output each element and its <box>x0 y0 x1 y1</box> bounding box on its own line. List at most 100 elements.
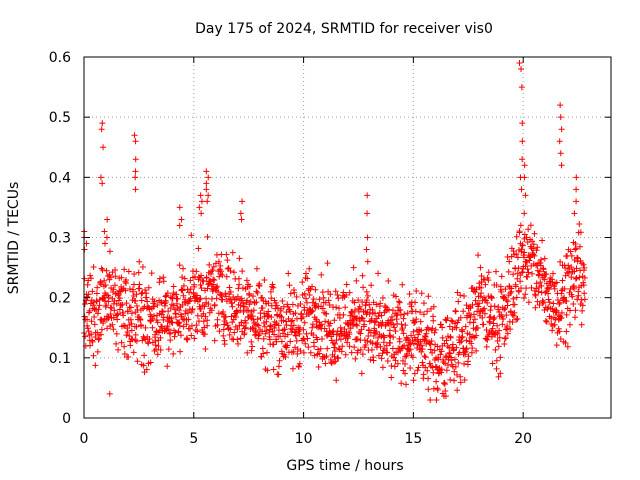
data-point <box>269 328 276 335</box>
data-point <box>370 332 377 339</box>
data-point <box>104 325 111 332</box>
data-point <box>126 286 133 293</box>
data-point <box>353 321 360 328</box>
data-point <box>465 310 472 317</box>
data-point <box>463 302 470 309</box>
data-point <box>218 268 225 275</box>
data-point <box>373 328 380 335</box>
data-point <box>521 249 528 256</box>
data-point <box>532 292 539 299</box>
data-point <box>142 324 149 331</box>
data-point <box>93 298 100 305</box>
data-point <box>522 192 529 199</box>
data-point <box>354 347 361 354</box>
y-tick-label: 0.4 <box>49 170 71 186</box>
data-point <box>431 329 438 336</box>
data-point <box>343 292 350 299</box>
data-point <box>501 341 508 348</box>
data-point <box>123 300 130 307</box>
data-point <box>275 371 282 378</box>
data-point <box>479 314 486 321</box>
data-point <box>342 304 349 311</box>
data-point <box>349 308 356 315</box>
data-point <box>272 299 279 306</box>
data-point <box>430 369 437 376</box>
data-point <box>84 293 91 300</box>
data-point <box>523 234 530 241</box>
data-point <box>557 102 564 109</box>
data-point <box>197 305 204 312</box>
data-point <box>331 317 338 324</box>
data-point <box>99 180 106 187</box>
data-point <box>333 377 340 384</box>
data-point <box>309 324 316 331</box>
data-point <box>412 318 419 325</box>
data-point <box>239 285 246 292</box>
data-point <box>545 290 552 297</box>
data-point <box>524 266 531 273</box>
data-point <box>464 358 471 365</box>
data-point <box>559 277 566 284</box>
data-point <box>392 328 399 335</box>
data-point <box>91 321 98 328</box>
data-point <box>385 277 392 284</box>
data-point <box>182 310 189 317</box>
data-point <box>233 309 240 316</box>
data-point <box>256 282 263 289</box>
data-point <box>515 265 522 272</box>
data-point <box>433 378 440 385</box>
x-tick-label: 15 <box>404 431 422 447</box>
data-point <box>156 327 163 334</box>
data-point <box>461 360 468 367</box>
data-point <box>524 273 531 280</box>
data-point <box>262 330 269 337</box>
data-point <box>336 305 343 312</box>
data-point <box>248 338 255 345</box>
data-point <box>451 377 458 384</box>
data-point <box>509 319 516 326</box>
data-point <box>491 314 498 321</box>
data-point <box>573 274 580 281</box>
data-point <box>129 336 136 343</box>
data-point <box>125 354 132 361</box>
data-point <box>103 267 110 274</box>
data-point <box>149 315 156 322</box>
data-point <box>351 299 358 306</box>
data-point <box>119 301 126 308</box>
data-point <box>153 346 160 353</box>
data-point <box>483 343 490 350</box>
data-point <box>289 301 296 308</box>
data-point <box>500 316 507 323</box>
data-point <box>323 310 330 317</box>
data-point <box>176 307 183 314</box>
data-point <box>121 343 128 350</box>
data-point <box>412 308 419 315</box>
y-tick-labels: 0 0.1 0.2 0.3 0.4 0.5 0.6 <box>49 50 71 427</box>
data-point <box>309 307 316 314</box>
data-point <box>104 273 111 280</box>
data-point <box>439 324 446 331</box>
data-point <box>226 331 233 338</box>
data-point <box>421 353 428 360</box>
data-point <box>297 347 304 354</box>
data-point <box>462 323 469 330</box>
data-point <box>406 339 413 346</box>
data-point <box>224 257 231 264</box>
data-point <box>188 322 195 329</box>
data-point <box>81 313 88 320</box>
data-point <box>317 345 324 352</box>
data-point <box>204 198 211 205</box>
data-point <box>191 335 198 342</box>
data-point <box>237 210 244 217</box>
data-point <box>566 321 573 328</box>
data-point <box>538 282 545 289</box>
data-point <box>503 325 510 332</box>
data-point <box>308 308 315 315</box>
data-point <box>160 278 167 285</box>
data-point <box>533 280 540 287</box>
data-point <box>497 370 504 377</box>
data-point <box>495 304 502 311</box>
data-point <box>463 345 470 352</box>
data-point <box>400 367 407 374</box>
data-point <box>128 327 135 334</box>
